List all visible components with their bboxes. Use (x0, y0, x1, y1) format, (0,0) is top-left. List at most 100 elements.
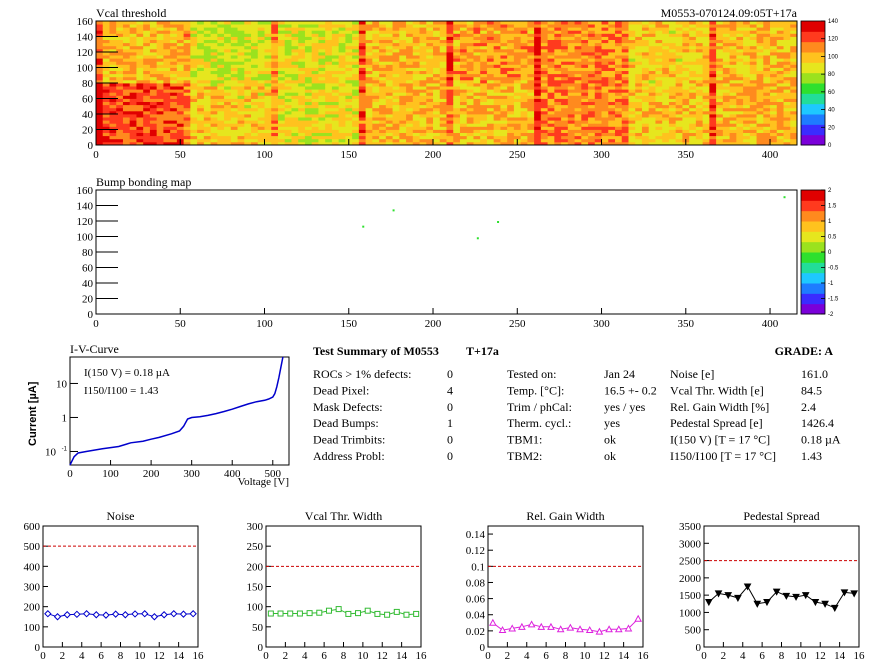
vcal-cell (433, 83, 441, 87)
vcal-cell (406, 86, 414, 90)
vcal-cell (372, 55, 380, 59)
vcal-cell (358, 83, 367, 87)
vcal-cell (257, 24, 265, 28)
vcal-cell (345, 27, 353, 31)
vcal-cell (635, 138, 643, 143)
vcal-zbar-color-step (801, 72, 825, 84)
vcal-cell (311, 92, 319, 96)
vcal-cell (251, 48, 259, 53)
vcal-cell (446, 132, 454, 137)
vcal-cell (122, 76, 131, 81)
vcal-cell (722, 48, 730, 53)
vcal-cell (574, 21, 582, 25)
vcal-cell (668, 129, 677, 133)
vcal-cell (304, 45, 313, 50)
noise-point (160, 611, 168, 619)
vcal-cell (284, 126, 292, 130)
vcal-cell (203, 86, 211, 90)
vcal-cell (311, 45, 319, 50)
vcal-cell (163, 61, 171, 65)
vcal-cell (264, 132, 272, 137)
vcal-cell (756, 95, 764, 99)
vcal-cell (217, 117, 225, 121)
vcal-cell (527, 33, 535, 37)
vcal-cell (662, 52, 670, 56)
vcal-cell (426, 107, 434, 112)
vcal-cell (594, 27, 602, 31)
vcal-cell (527, 98, 535, 102)
vcal-cell (581, 48, 589, 53)
vcal-cell (197, 21, 205, 25)
vcal-cell (790, 117, 798, 121)
vcal-cell (689, 126, 697, 130)
summary-label: Vcal Thr. Width [e] (670, 383, 764, 397)
vcal-cell (500, 117, 508, 121)
vcal-cell (399, 135, 407, 140)
vcal-cell (695, 58, 704, 62)
vcal-cell (284, 132, 292, 137)
vcal-cell (547, 42, 555, 47)
vcal-cell (513, 89, 522, 93)
vcal-cell (331, 83, 340, 87)
vcal-cell (345, 129, 353, 133)
vcal-cell (594, 141, 602, 146)
vcal-cell (594, 107, 602, 112)
vcal-cell (500, 36, 508, 40)
vcal-cell (406, 48, 414, 53)
vcal-cell (547, 52, 555, 56)
vcal-cell (776, 79, 784, 84)
vcal-cell (170, 104, 178, 109)
vcal-cell (507, 138, 515, 143)
vcal-cell (163, 58, 171, 62)
vcal-cell (722, 138, 730, 143)
vcal-cell (304, 30, 313, 34)
vcal-cell (493, 126, 501, 130)
vcal-cell (574, 70, 582, 75)
vcal-cell (500, 141, 508, 146)
vcal-cell (615, 79, 623, 84)
vcal-cell (345, 42, 353, 47)
vcal-cell (790, 70, 798, 75)
vcal-cell (756, 83, 764, 87)
vcal-cell (170, 107, 178, 112)
vcal-cell (675, 135, 683, 140)
vcal-cell (534, 30, 542, 34)
vcal-cell (635, 48, 643, 53)
vcal-cell (338, 110, 346, 115)
vcal-cell (163, 138, 171, 143)
vcal-cell (399, 36, 407, 40)
vcal-cell (122, 86, 131, 90)
vcal-cell (628, 33, 636, 37)
vcal-cell (722, 117, 730, 121)
ped-ytick-label: 3500 (679, 521, 702, 533)
vcal-cell (588, 67, 596, 71)
vcalwidth-point (296, 610, 303, 617)
vcal-cell (96, 61, 104, 65)
vcal-cell (379, 42, 387, 47)
vcal-cell (365, 39, 373, 44)
vcal-cell (271, 123, 279, 127)
vcal-cell (439, 76, 447, 81)
vcal-cell (709, 64, 717, 68)
vcal-cell (412, 132, 420, 137)
vcal-cell (406, 61, 414, 65)
vcal-cell (163, 64, 171, 68)
vcal-cell (338, 117, 346, 121)
summary-value: 0 (447, 400, 453, 414)
vcal-cell (143, 76, 151, 81)
vcal-cell (190, 36, 198, 40)
vcal-cell (648, 123, 656, 127)
vcal-cell (109, 95, 117, 99)
vcal-cell (668, 27, 677, 31)
vcal-cell (749, 36, 757, 40)
gain-xtick-label: 8 (563, 650, 569, 662)
vcal-cell (635, 101, 643, 106)
vcal-cell (190, 21, 198, 25)
vcal-cell (237, 39, 245, 44)
vcal-cell (736, 73, 744, 78)
vcal-cell (264, 36, 272, 40)
vcal-cell (534, 135, 542, 140)
iv-ytick-exponent: -1 (62, 446, 68, 452)
vcal-cell (668, 67, 677, 71)
